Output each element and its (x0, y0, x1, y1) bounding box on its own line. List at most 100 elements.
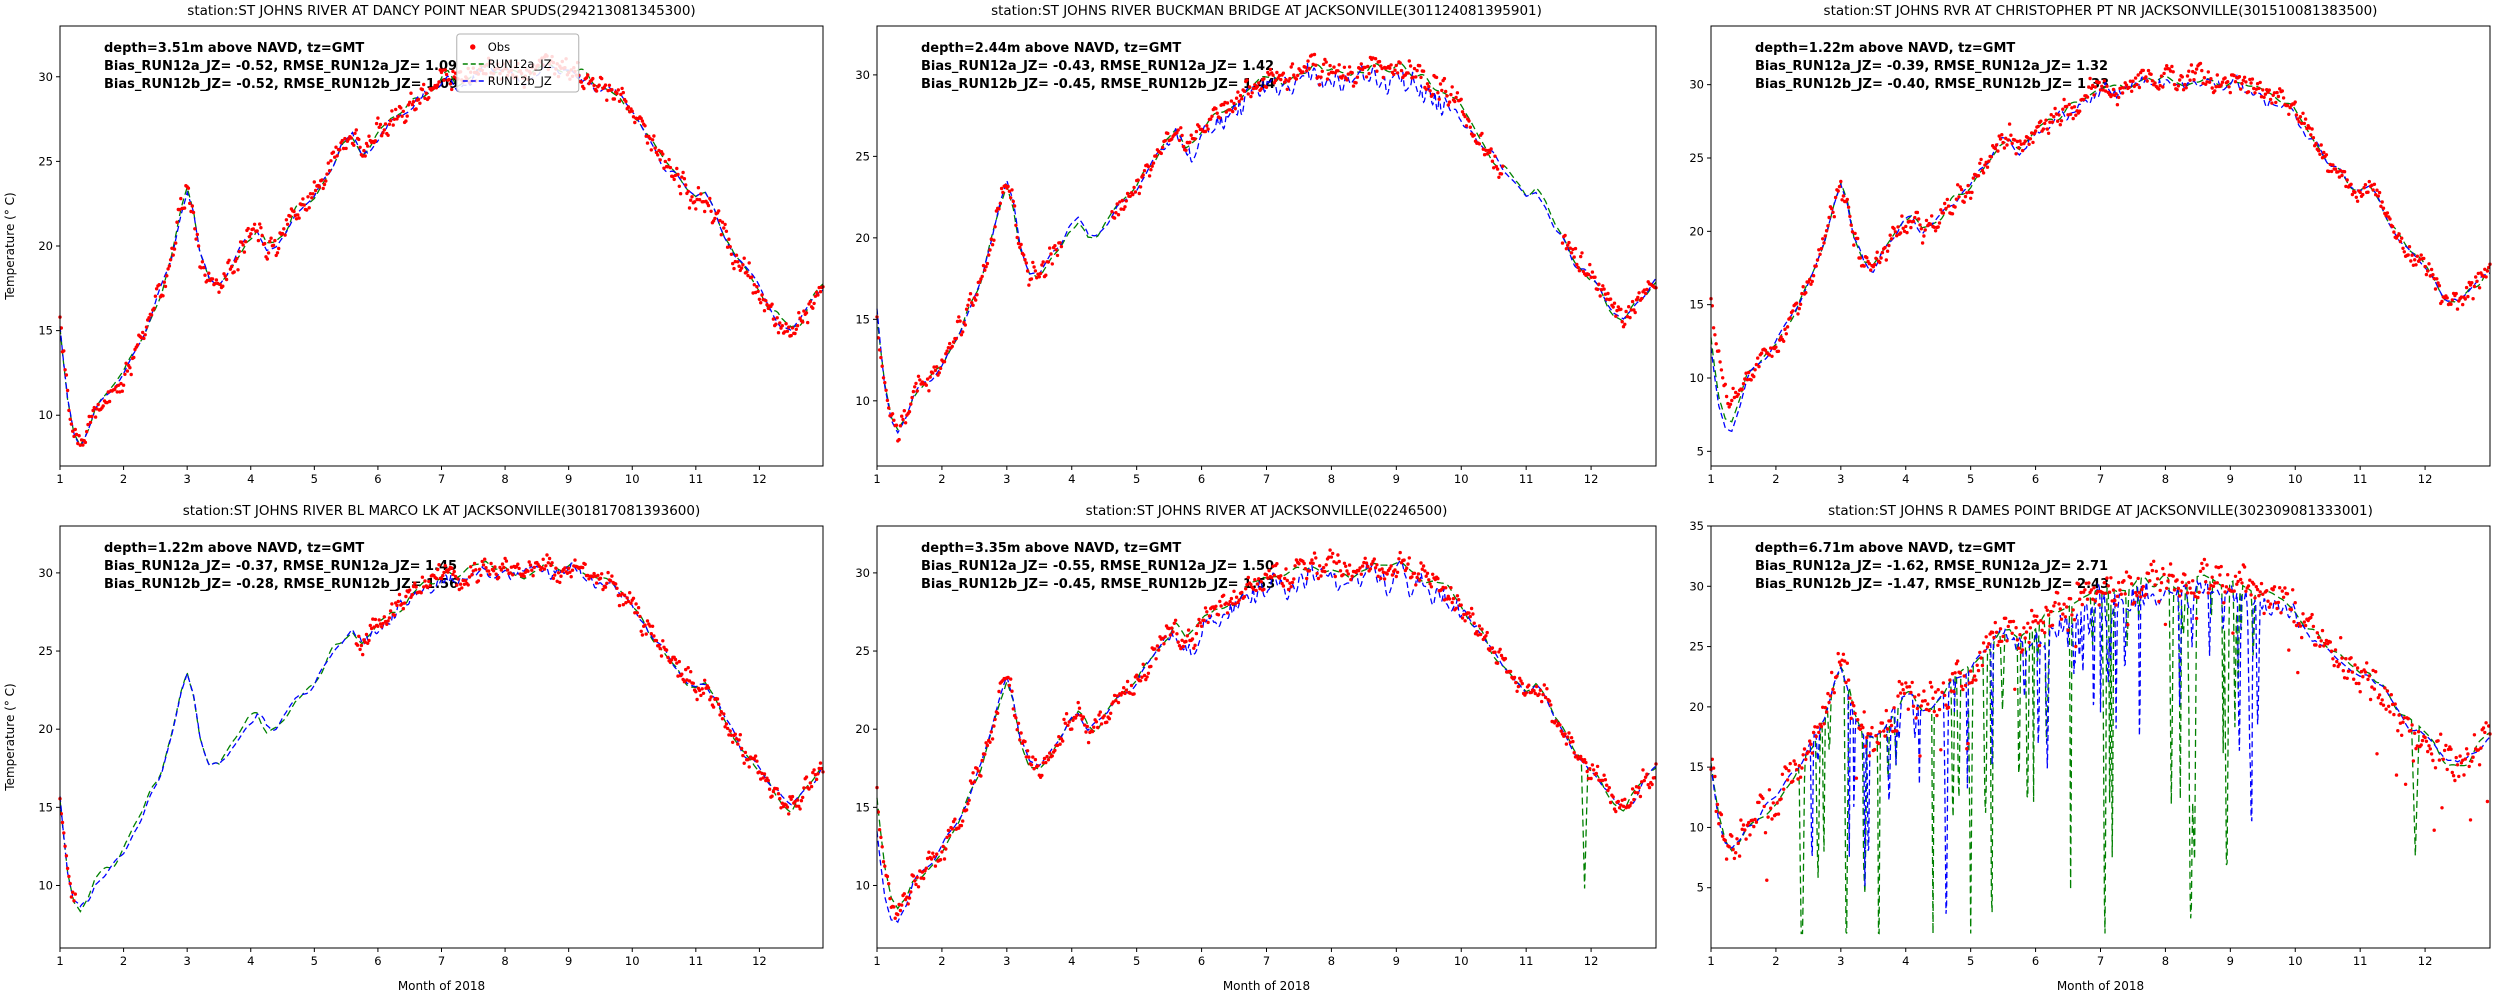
y-tick-label: 30 (1689, 579, 1704, 593)
x-tick-label: 10 (1454, 954, 1469, 968)
y-tick-label: 25 (856, 644, 871, 658)
y-tick-label: 5 (1696, 881, 1703, 895)
y-tick-label: 30 (38, 566, 53, 580)
x-tick-label: 5 (1133, 954, 1140, 968)
x-tick-label: 11 (1519, 954, 1534, 968)
stats-annotation-line: Bias_RUN12b_JZ= -0.28, RMSE_RUN12b_JZ= 1… (104, 577, 458, 592)
x-tick-label: 7 (1263, 472, 1270, 486)
y-tick-label: 25 (38, 644, 53, 658)
run12a-line (59, 62, 824, 447)
x-tick-label: 12 (1584, 954, 1599, 968)
x-tick-label: 4 (247, 954, 254, 968)
x-tick-label: 11 (2353, 954, 2368, 968)
y-tick-label: 15 (1689, 760, 1704, 774)
x-tick-label: 5 (1133, 472, 1140, 486)
legend: Obs RUN12a_JZ RUN12b_JZ (456, 33, 580, 93)
plot-frame (1710, 525, 2491, 949)
x-tick-label: 3 (1837, 472, 1844, 486)
y-tick-label: 25 (856, 149, 871, 163)
obs-points (1708, 557, 2492, 882)
plot-frame (1710, 25, 2491, 467)
x-tick-label: 11 (689, 472, 704, 486)
stats-annotation-line: Bias_RUN12a_JZ= -0.55, RMSE_RUN12a_JZ= 1… (921, 559, 1274, 574)
subplot-title: station:ST JOHNS RIVER BL MARCO LK AT JA… (183, 503, 701, 519)
y-tick-label: 35 (1689, 519, 1704, 533)
y-tick-label: 15 (856, 800, 871, 814)
y-axis-label: Temperature (° C) (3, 683, 17, 791)
x-tick-label: 2 (1772, 472, 1779, 486)
x-tick-label: 8 (2161, 472, 2168, 486)
x-tick-label: 7 (1263, 954, 1270, 968)
x-tick-label: 1 (874, 954, 881, 968)
x-tick-label: 8 (1328, 954, 1335, 968)
y-tick-label: 10 (1689, 820, 1704, 834)
subplot-6: station:ST JOHNS R DAMES POINT BRIDGE AT… (1666, 500, 2500, 1000)
x-axis-label: Month of 2018 (1223, 979, 1310, 993)
x-tick-label: 12 (1584, 472, 1599, 486)
x-tick-label: 11 (2353, 472, 2368, 486)
legend-run12a-label: RUN12a_JZ (488, 57, 552, 71)
x-tick-label: 8 (501, 472, 508, 486)
x-tick-label: 6 (2032, 472, 2039, 486)
stats-annotation-line: Bias_RUN12a_JZ= -1.62, RMSE_RUN12a_JZ= 2… (1755, 559, 2108, 574)
y-tick-label: 30 (38, 70, 53, 84)
x-tick-label: 5 (311, 472, 318, 486)
stats-annotation-line: Bias_RUN12a_JZ= -0.37, RMSE_RUN12a_JZ= 1… (104, 559, 457, 574)
y-tick-label: 25 (1689, 151, 1704, 165)
x-tick-label: 7 (438, 472, 445, 486)
stats-annotation-line: Bias_RUN12b_JZ= -0.45, RMSE_RUN12b_JZ= 1… (921, 577, 1275, 592)
x-tick-label: 8 (2161, 954, 2168, 968)
y-tick-label: 15 (38, 324, 53, 338)
y-tick-label: 15 (1689, 298, 1704, 312)
stats-annotation-line: depth=1.22m above NAVD, tz=GMT (1755, 41, 2015, 56)
x-tick-label: 7 (2096, 954, 2103, 968)
x-tick-label: 3 (1837, 954, 1844, 968)
x-tick-label: 3 (184, 954, 191, 968)
x-tick-label: 12 (2417, 472, 2432, 486)
x-tick-label: 12 (752, 954, 767, 968)
subplot-canvas-4: station:ST JOHNS RIVER BL MARCO LK AT JA… (0, 500, 833, 1000)
x-tick-label: 8 (501, 954, 508, 968)
y-tick-label: 20 (1689, 224, 1704, 238)
x-tick-label: 2 (120, 472, 127, 486)
y-tick-label: 10 (1689, 371, 1704, 385)
x-tick-label: 5 (1967, 472, 1974, 486)
x-tick-label: 7 (438, 954, 445, 968)
plot-frame (59, 25, 824, 467)
y-tick-label: 10 (856, 878, 871, 892)
stats-annotation-line: depth=3.51m above NAVD, tz=GMT (104, 41, 364, 56)
subplot-canvas-6: station:ST JOHNS R DAMES POINT BRIDGE AT… (1666, 500, 2500, 1000)
subplot-4: station:ST JOHNS RIVER BL MARCO LK AT JA… (0, 500, 833, 1000)
subplot-title: station:ST JOHNS RIVER AT DANCY POINT NE… (187, 3, 695, 19)
x-tick-label: 6 (2032, 954, 2039, 968)
stats-annotation-line: Bias_RUN12b_JZ= -0.52, RMSE_RUN12b_JZ= 1… (104, 77, 458, 92)
x-tick-label: 5 (1967, 954, 1974, 968)
stats-annotation-line: Bias_RUN12a_JZ= -0.39, RMSE_RUN12a_JZ= 1… (1755, 59, 2108, 74)
stats-annotation-line: Bias_RUN12b_JZ= -1.47, RMSE_RUN12b_JZ= 2… (1755, 577, 2109, 592)
x-tick-label: 12 (752, 472, 767, 486)
x-tick-label: 7 (2096, 472, 2103, 486)
x-tick-label: 4 (1068, 954, 1075, 968)
subplot-canvas-5: station:ST JOHNS RIVER AT JACKSONVILLE(0… (833, 500, 1667, 1000)
stats-annotation-line: depth=6.71m above NAVD, tz=GMT (1755, 541, 2015, 556)
obs-points (58, 553, 825, 903)
x-tick-label: 4 (247, 472, 254, 486)
x-tick-label: 6 (1198, 954, 1205, 968)
x-axis-label: Month of 2018 (398, 979, 485, 993)
y-tick-label: 20 (38, 239, 53, 253)
y-tick-label: 15 (856, 312, 871, 326)
y-tick-label: 10 (38, 878, 53, 892)
x-tick-label: 9 (2226, 472, 2233, 486)
x-tick-label: 5 (311, 954, 318, 968)
y-tick-label: 25 (1689, 640, 1704, 654)
x-tick-label: 4 (1902, 954, 1909, 968)
stats-annotation-line: depth=3.35m above NAVD, tz=GMT (921, 541, 1181, 556)
x-tick-label: 1 (56, 472, 63, 486)
subplot-title: station:ST JOHNS R DAMES POINT BRIDGE AT… (1828, 503, 2373, 519)
x-tick-label: 3 (1003, 954, 1010, 968)
y-tick-label: 20 (856, 231, 871, 245)
subplot-5: station:ST JOHNS RIVER AT JACKSONVILLE(0… (833, 500, 1667, 1000)
plot-frame (876, 525, 1657, 949)
subplot-canvas-1: station:ST JOHNS RIVER AT DANCY POINT NE… (0, 0, 833, 500)
run12b-line (59, 63, 824, 447)
